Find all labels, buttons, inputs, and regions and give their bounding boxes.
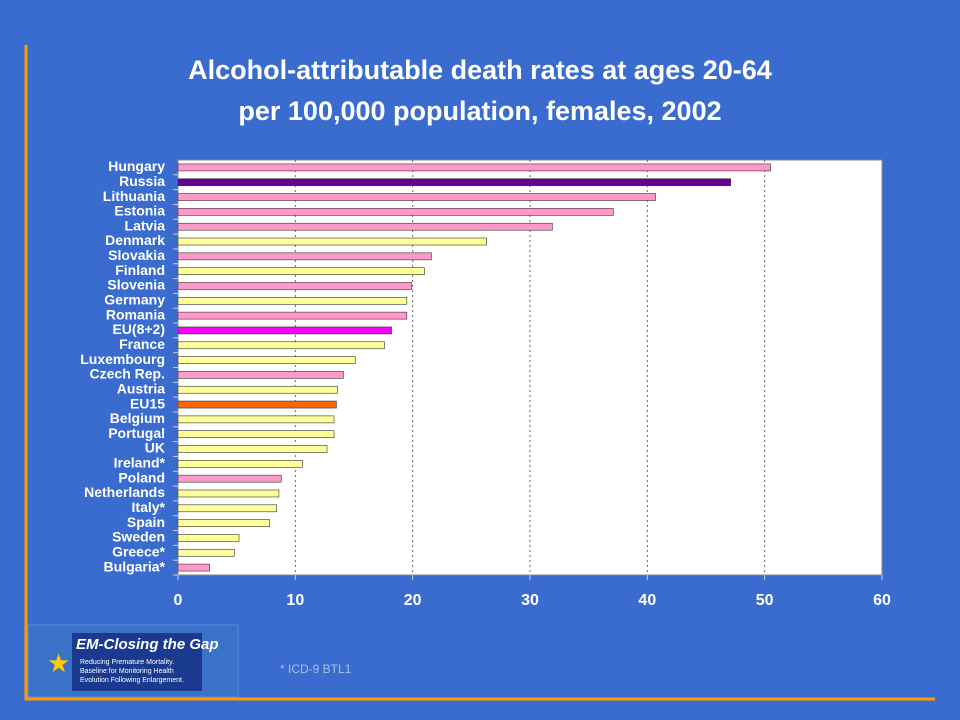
bar <box>177 252 432 261</box>
y-tick-label: EU15 <box>130 395 165 411</box>
bar <box>177 371 344 379</box>
bar <box>177 548 235 557</box>
y-tick-label: EU(8+2) <box>112 321 165 337</box>
logo-text: Baseline for Monitoring Health <box>80 668 174 675</box>
y-tick-label: Belgium <box>110 410 165 426</box>
bar <box>177 222 553 231</box>
y-tick-label: UK <box>145 440 165 456</box>
logo-panel <box>72 633 202 691</box>
x-tick-label: 30 <box>521 592 539 609</box>
bar <box>177 385 338 394</box>
bar <box>177 400 337 409</box>
y-tick-label: Italy* <box>132 499 166 515</box>
bar <box>177 267 425 275</box>
x-tick-label: 0 <box>174 592 183 609</box>
plot-area <box>177 159 883 576</box>
footnote: * ICD-9 BTL1 <box>280 662 352 676</box>
bar <box>177 474 282 483</box>
y-tick-label: Denmark <box>105 232 165 248</box>
x-tick-label: 10 <box>286 592 304 609</box>
chart-title: Alcohol-attributable death rates at ages… <box>188 55 772 85</box>
y-tick-label: Hungary <box>108 158 165 174</box>
bar <box>177 534 240 542</box>
bar <box>177 193 656 201</box>
y-tick-label: Netherlands <box>84 484 165 500</box>
bar <box>177 504 277 513</box>
logo-text: Reducing Premature Mortality. <box>80 659 174 666</box>
y-tick-label: Sweden <box>112 529 165 545</box>
y-tick-label: Slovenia <box>107 277 165 293</box>
y-tick-label: Bulgaria* <box>104 558 166 574</box>
bar <box>177 311 408 320</box>
bar <box>177 178 731 187</box>
y-tick-label: Austria <box>117 380 165 396</box>
y-tick-label: Romania <box>106 306 165 322</box>
bar <box>177 282 412 290</box>
bar <box>177 519 270 527</box>
bar <box>177 326 392 335</box>
y-tick-label: France <box>119 336 165 352</box>
logo: ★ EM-Closing the Gap Reducing Premature … <box>27 624 239 698</box>
x-tick-label: 20 <box>404 592 422 609</box>
y-tick-label: Luxembourg <box>80 351 165 367</box>
y-tick-label: Portugal <box>108 425 165 441</box>
y-tick-label: Slovakia <box>108 247 165 263</box>
bar <box>177 208 614 216</box>
bar <box>177 163 771 172</box>
bar <box>177 430 335 438</box>
logo-star: ★ <box>47 648 70 678</box>
x-tick-label: 50 <box>756 592 774 609</box>
y-tick-label: Germany <box>104 292 165 308</box>
logo-title: EM-Closing the Gap <box>76 636 219 653</box>
y-tick-label: Finland <box>115 262 165 278</box>
bar <box>177 415 335 424</box>
bar <box>177 341 385 350</box>
y-tick-label: Ireland* <box>114 455 166 471</box>
bar <box>177 297 408 305</box>
y-tick-label: Latvia <box>125 217 166 233</box>
x-tick-label: 40 <box>638 592 656 609</box>
y-tick-label: Poland <box>118 469 165 485</box>
y-tick-label: Czech Rep. <box>90 366 165 382</box>
bar <box>177 489 280 498</box>
y-tick-label: Russia <box>119 173 165 189</box>
y-tick-label: Spain <box>127 514 165 530</box>
y-tick-label: Estonia <box>114 203 165 219</box>
bar <box>177 356 356 364</box>
bar <box>177 563 210 572</box>
bar <box>177 237 487 246</box>
bar <box>177 445 328 453</box>
y-tick-label: Greece* <box>112 543 165 559</box>
logo-text: Evolution Following Enlargement. <box>80 677 184 684</box>
chart-title: per 100,000 population, females, 2002 <box>238 96 721 126</box>
bar <box>177 460 303 468</box>
x-tick-label: 60 <box>873 592 891 609</box>
y-tick-label: Lithuania <box>103 188 165 204</box>
